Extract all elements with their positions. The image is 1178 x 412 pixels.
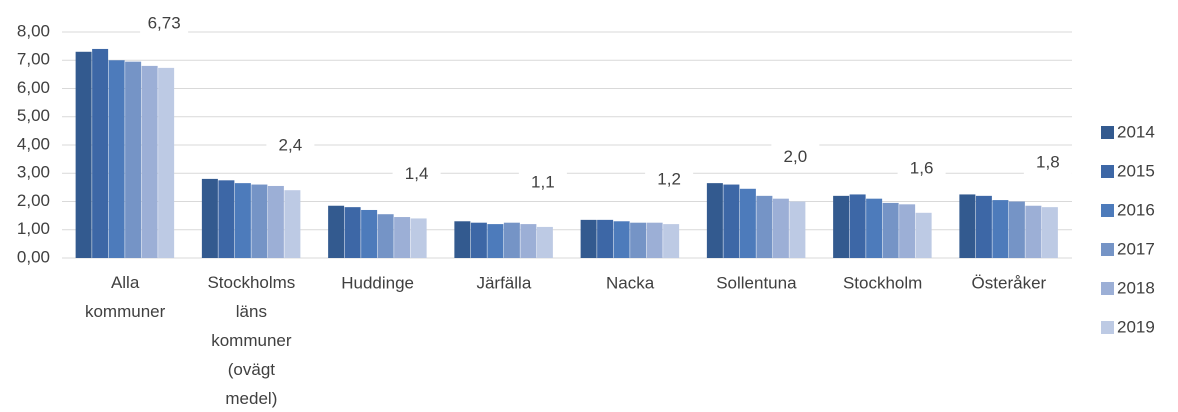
bar [125,61,142,258]
data-label-bg [771,143,820,172]
bar [470,222,487,258]
bar [361,209,378,258]
bar [108,60,125,258]
bar [487,224,504,258]
x-tick-label: Österåker [972,273,1047,292]
data-label: 1,1 [531,172,555,191]
bar [520,224,537,258]
data-label-bg [518,168,567,197]
y-tick-label: 4,00 [17,134,50,153]
data-label-bg [897,154,946,183]
legend-label: 2017 [1117,239,1155,258]
bar [723,184,740,258]
bar [454,221,471,258]
data-label-bg [645,166,694,195]
data-label: 1,6 [910,158,934,177]
bar [1025,205,1042,258]
legend-swatch [1101,165,1114,178]
bar [866,198,883,258]
bar [580,219,597,258]
bar [882,202,899,258]
bar [915,212,932,258]
bar [899,204,916,258]
data-label-bg [140,9,189,38]
data-label: 6,73 [148,13,181,32]
y-tick-label: 3,00 [17,163,50,182]
data-label: 2,4 [279,136,303,155]
data-label: 2,0 [784,147,808,166]
bar [158,67,175,258]
data-label: 1,4 [405,164,429,183]
bar [141,65,158,259]
bar [613,221,630,258]
legend-label: 2015 [1117,161,1155,180]
bar [377,214,394,258]
y-tick-label: 2,00 [17,191,50,210]
bar [394,217,411,258]
bar [663,224,680,258]
x-tick-label: Alla kommuner [85,273,166,321]
legend-swatch [1101,282,1114,295]
legend-label: 2019 [1117,317,1155,336]
data-label: 1,2 [657,170,681,189]
bar [328,205,345,258]
bar [756,195,773,258]
bar [1008,201,1025,258]
bar [833,195,850,258]
bar [536,226,553,258]
bar [739,188,756,258]
legend-label: 2016 [1117,200,1155,219]
y-tick-label: 7,00 [17,50,50,69]
bar [267,185,284,258]
data-label-bg [1023,149,1072,178]
bar [284,190,301,258]
bar [959,194,976,258]
bar [706,183,723,258]
data-label: 1,8 [1036,153,1060,172]
y-tick-label: 6,00 [17,78,50,97]
y-tick-label: 8,00 [17,21,50,40]
bar [503,222,520,258]
legend-swatch [1101,204,1114,217]
bar [1041,207,1058,258]
legend-swatch [1101,243,1114,256]
x-tick-label: Stockholm [843,273,922,292]
y-tick-label: 5,00 [17,106,50,125]
bar [218,180,235,258]
bar [849,194,866,258]
y-tick-label: 1,00 [17,219,50,238]
x-tick-label: Huddinge [341,273,414,292]
x-tick-label: Järfälla [476,273,531,292]
legend-label: 2018 [1117,278,1155,297]
bar [772,198,789,258]
bar [975,195,992,258]
legend-swatch [1101,321,1114,334]
x-tick-label: Nacka [606,273,655,292]
legend-label: 2014 [1117,122,1155,141]
data-label-bg [266,132,315,161]
bar [92,48,109,259]
bar [234,183,251,258]
bar [597,219,614,258]
bar [630,222,647,258]
bar [646,222,663,258]
bar [75,51,92,259]
bar [992,200,1009,258]
y-tick-label: 0,00 [17,247,50,266]
bar [410,218,427,258]
bar [201,178,218,258]
bar [789,201,806,258]
x-tick-label: Sollentuna [716,273,797,292]
legend-swatch [1101,126,1114,139]
bar [344,207,361,258]
x-tick-label: Stockholms läns kommuner (ovägt medel) [207,273,295,408]
bar [251,184,268,258]
data-label-bg [392,160,441,189]
